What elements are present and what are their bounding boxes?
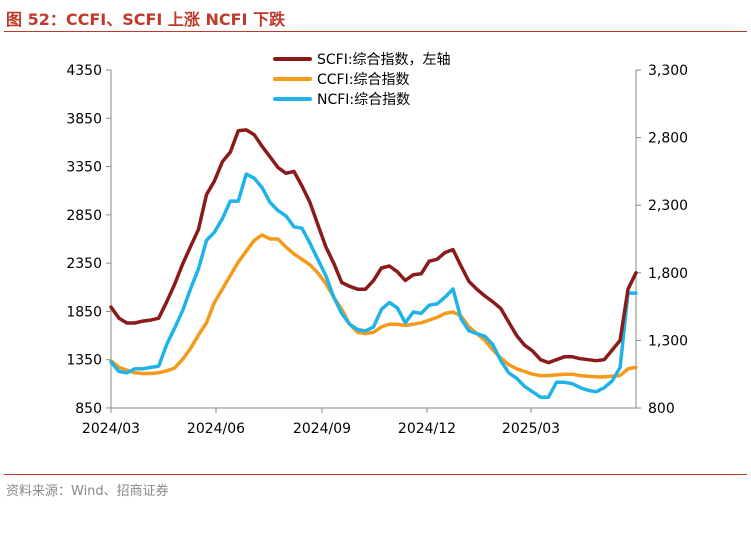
right-tick-label: 2,800 [648, 131, 688, 147]
right-tick-label: 1,800 [648, 266, 688, 282]
left-tick-label: 2850 [66, 208, 102, 224]
legend-scfi-label: SCFI:综合指数，左轴 [317, 52, 451, 68]
chart-axes [110, 70, 637, 409]
legend-ncfi-label: NCFI:综合指数 [317, 92, 410, 108]
x-axis-ticks: 2024/03 2024/06 2024/09 2024/12 2025/03 [82, 408, 560, 437]
legend: SCFI:综合指数，左轴 CCFI:综合指数 NCFI:综合指数 [273, 52, 451, 108]
left-tick-label: 4350 [66, 63, 102, 79]
x-tick-label: 2024/06 [187, 421, 245, 437]
source-note: 资料来源：Wind、招商证券 [6, 484, 169, 499]
right-tick-label: 800 [648, 401, 675, 417]
chart-title: 图 52：CCFI、SCFI 上涨 NCFI 下跌 [6, 10, 286, 29]
left-tick-label: 1850 [66, 304, 102, 320]
ncfi-line [109, 172, 638, 399]
x-tick-label: 2025/03 [502, 421, 560, 437]
x-tick-label: 2024/12 [398, 421, 456, 437]
x-tick-label: 2024/03 [82, 421, 140, 437]
series-lines [109, 128, 638, 399]
source-divider [4, 474, 747, 475]
left-tick-label: 850 [75, 401, 102, 417]
right-tick-label: 3,300 [648, 63, 688, 79]
right-tick-label: 1,300 [648, 333, 688, 349]
ccfi-line [109, 233, 638, 379]
legend-ccfi-label: CCFI:综合指数 [317, 72, 409, 88]
title-divider [4, 31, 747, 32]
left-tick-label: 2350 [66, 256, 102, 272]
scfi-line [109, 128, 638, 365]
left-tick-label: 1350 [66, 353, 102, 369]
left-axis-ticks: 850 1350 1850 2350 2850 3350 3850 4350 [66, 63, 111, 417]
left-tick-label: 3850 [66, 111, 102, 127]
right-axis-ticks: 800 1,300 1,800 2,300 2,800 3,300 [636, 63, 688, 417]
left-tick-label: 3350 [66, 160, 102, 176]
right-tick-label: 2,300 [648, 198, 688, 214]
x-tick-label: 2024/09 [293, 421, 351, 437]
